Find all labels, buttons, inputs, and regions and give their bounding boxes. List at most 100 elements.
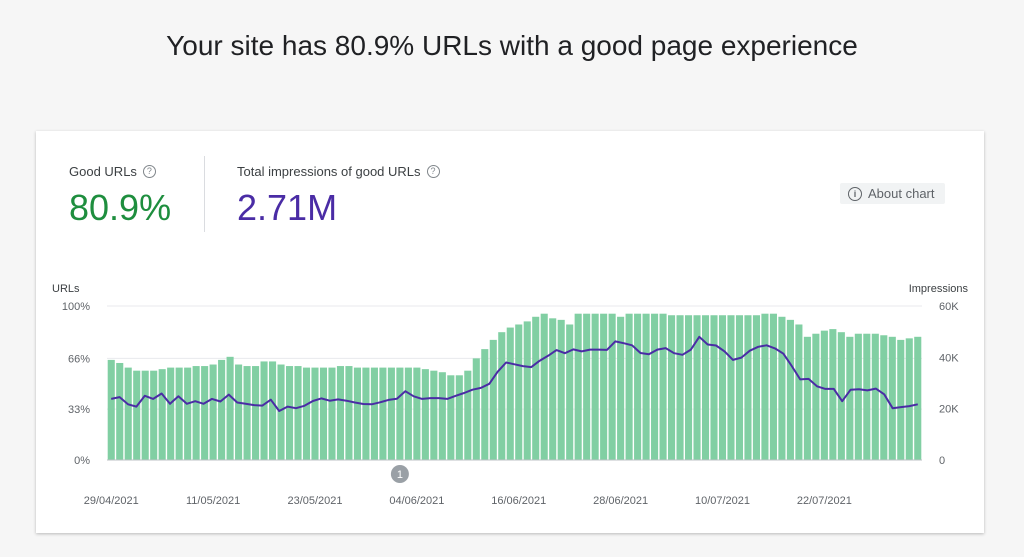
- x-tick-label: 22/07/2021: [797, 495, 852, 507]
- chart-bar: [905, 338, 913, 460]
- chart-bar: [897, 339, 905, 460]
- chart-bar: [540, 313, 548, 460]
- page-headline: Your site has 80.9% URLs with a good pag…: [166, 30, 858, 61]
- x-tick-label: 29/04/2021: [84, 495, 139, 507]
- chart-bar: [846, 336, 854, 460]
- chart-bar: [294, 366, 302, 460]
- y-axis-title: URLs: [52, 283, 80, 295]
- impressions-chart: 0% 33% 66% 100% 0 20K 40K 60K URLs Impressions 29/…: [52, 283, 969, 507]
- chart-bar: [812, 333, 820, 460]
- chart-bar: [668, 315, 676, 460]
- chart-bar: [583, 313, 591, 460]
- chart-bar: [888, 336, 896, 460]
- chart-bar: [192, 366, 200, 460]
- info-icon: i: [848, 186, 862, 201]
- x-tick-label: 04/06/2021: [389, 495, 444, 507]
- chart-bar: [727, 315, 735, 460]
- y2-axis-title: Impressions: [909, 283, 969, 295]
- x-tick-label: 10/07/2021: [695, 495, 750, 507]
- chart-bar: [150, 370, 158, 460]
- chart-bar: [914, 336, 922, 460]
- chart-bar: [489, 339, 497, 460]
- annotation-marker[interactable]: [390, 465, 409, 483]
- y-tick-label: 0%: [74, 455, 90, 467]
- about-chart-button[interactable]: i About chart: [840, 183, 945, 204]
- chart-bar: [625, 313, 633, 460]
- chart-bar: [710, 315, 718, 460]
- chart-bar: [600, 313, 608, 460]
- chart-bar: [455, 375, 463, 460]
- chart-bar: [744, 315, 752, 460]
- help-icon[interactable]: ?: [142, 165, 156, 178]
- chart-bar: [481, 349, 489, 460]
- chart-bar: [523, 321, 531, 460]
- chart-bar: [642, 313, 650, 460]
- chart-bar: [328, 367, 336, 460]
- chart-bar: [472, 358, 480, 460]
- chart-bar: [175, 367, 183, 460]
- chart-bar: [116, 362, 124, 460]
- chart-bar: [693, 315, 701, 460]
- chart-bar: [421, 369, 429, 460]
- chart-bar: [735, 315, 744, 460]
- chart-bar: [532, 316, 540, 460]
- chart-bar: [235, 364, 243, 460]
- chart-card: Good URLs ? 80.9% Total impressions of g…: [36, 131, 984, 533]
- chart-bar: [803, 336, 811, 460]
- chart-bar: [107, 359, 115, 460]
- chart-bar: [362, 367, 370, 460]
- impressions-value: 2.71M: [237, 187, 338, 228]
- y-tick-label: 100%: [62, 301, 90, 313]
- chart-bar: [370, 367, 378, 460]
- x-tick-label: 23/05/2021: [287, 495, 342, 507]
- help-icon[interactable]: ?: [426, 165, 440, 178]
- chart-bar: [566, 324, 574, 460]
- chart-bar: [634, 313, 642, 460]
- chart-bar: [413, 367, 421, 460]
- chart-bar: [498, 332, 506, 460]
- chart-bar: [184, 367, 192, 460]
- y-tick-label: 33%: [68, 404, 90, 416]
- chart-bar: [277, 364, 285, 460]
- chart-bar: [319, 367, 328, 460]
- chart-bar: [608, 313, 616, 460]
- x-tick-label: 11/05/2021: [186, 495, 240, 507]
- chart-bar: [659, 313, 667, 460]
- chart-bar: [311, 367, 319, 460]
- chart-bar: [795, 324, 803, 460]
- chart-bar: [557, 319, 565, 460]
- y2-tick-label: 40K: [939, 352, 959, 364]
- chart-bar: [464, 370, 472, 460]
- chart-bar: [430, 370, 438, 460]
- chart-bar: [880, 335, 888, 460]
- chart-bar: [829, 329, 837, 460]
- chart-bar: [396, 367, 404, 460]
- chart-bar: [226, 356, 234, 460]
- chart-bar: [201, 366, 209, 460]
- chart-bar: [574, 313, 582, 460]
- chart-bar: [345, 366, 353, 460]
- chart-bar: [379, 367, 387, 460]
- y2-tick-label: 60K: [939, 301, 959, 313]
- chart-bar: [718, 315, 727, 460]
- chart-bar: [167, 367, 175, 460]
- chart-bar: [353, 367, 361, 460]
- chart-bar: [515, 324, 523, 460]
- chart-bar: [124, 367, 132, 460]
- x-tick-label: 28/06/2021: [593, 495, 648, 507]
- chart-bar: [404, 367, 412, 460]
- chart-bar: [218, 359, 226, 460]
- chart-bar: [863, 333, 871, 460]
- x-tick-label: 16/06/2021: [491, 495, 546, 507]
- chart-bar: [651, 313, 659, 460]
- about-chart-label: About chart: [868, 186, 935, 201]
- chart-bar: [676, 315, 684, 460]
- y-tick-label: 66%: [68, 353, 90, 365]
- chart-bar: [133, 370, 141, 460]
- chart-bar: [260, 361, 268, 460]
- chart-bar: [506, 327, 514, 460]
- chart-bar: [243, 366, 251, 460]
- good-urls-metric: Good URLs ? 80.9%: [69, 164, 171, 229]
- chart-bar: [285, 366, 294, 460]
- chart-bar: [336, 366, 345, 460]
